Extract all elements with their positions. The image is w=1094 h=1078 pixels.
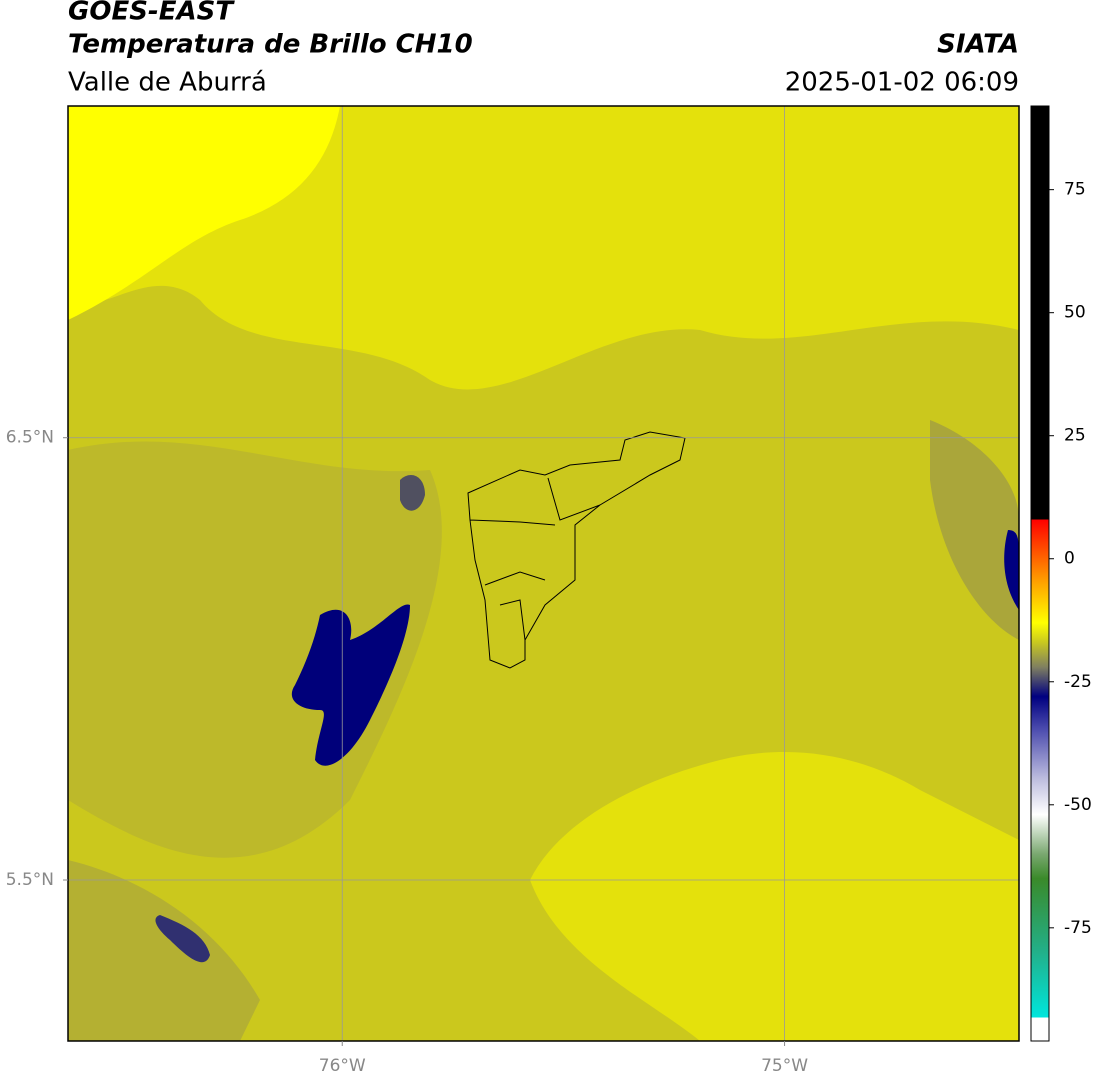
title: GOES-EAST (68, 0, 235, 27)
source: SIATA (937, 30, 1019, 60)
colorbar-tick-label: 0 (1064, 549, 1075, 569)
map-frame (67, 105, 1020, 1042)
region: Valle de Aburrá (68, 68, 267, 98)
colorbar (1030, 105, 1050, 1042)
datetime: 2025-01-02 06:09 (785, 68, 1019, 98)
y-tick-label: 6.5°N (6, 428, 54, 448)
map-field (68, 106, 1019, 1041)
colorbar-tick-label: 50 (1064, 303, 1086, 323)
colorbar-tick-label: 25 (1064, 426, 1086, 446)
subtitle: Temperatura de Brillo CH10 (68, 30, 473, 60)
colorbar-tick-label: -75 (1064, 918, 1092, 938)
x-tick-label: 76°W (319, 1056, 366, 1076)
x-tick-label: 75°W (761, 1056, 808, 1076)
colorbar-tick-label: -25 (1064, 672, 1092, 692)
y-tick-label: 5.5°N (6, 870, 54, 890)
colorbar-tick-label: -50 (1064, 795, 1092, 815)
grid (68, 106, 1019, 1041)
colorbar-tick-label: 75 (1064, 180, 1086, 200)
